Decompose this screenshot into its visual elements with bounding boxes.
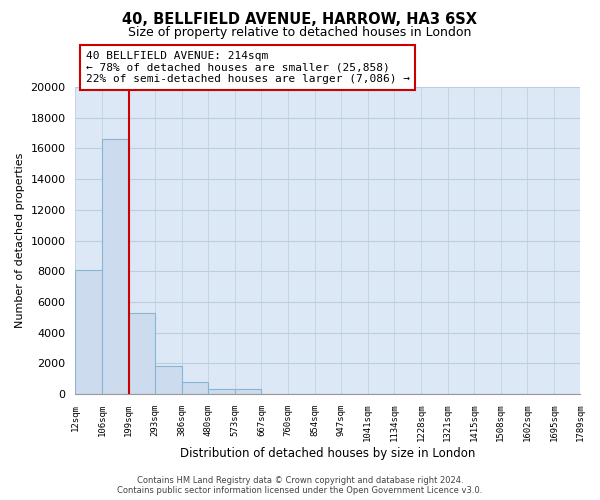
Bar xyxy=(76,270,102,394)
Bar xyxy=(155,366,182,394)
Text: 40 BELLFIELD AVENUE: 214sqm
← 78% of detached houses are smaller (25,858)
22% of: 40 BELLFIELD AVENUE: 214sqm ← 78% of det… xyxy=(86,51,410,84)
Bar xyxy=(235,390,262,394)
Bar xyxy=(128,312,155,394)
Bar xyxy=(102,139,128,394)
Bar xyxy=(182,382,208,394)
Text: Size of property relative to detached houses in London: Size of property relative to detached ho… xyxy=(128,26,472,39)
X-axis label: Distribution of detached houses by size in London: Distribution of detached houses by size … xyxy=(180,447,476,460)
Text: Contains HM Land Registry data © Crown copyright and database right 2024.
Contai: Contains HM Land Registry data © Crown c… xyxy=(118,476,482,495)
Y-axis label: Number of detached properties: Number of detached properties xyxy=(15,153,25,328)
Text: 40, BELLFIELD AVENUE, HARROW, HA3 6SX: 40, BELLFIELD AVENUE, HARROW, HA3 6SX xyxy=(122,12,478,28)
Bar xyxy=(208,390,235,394)
